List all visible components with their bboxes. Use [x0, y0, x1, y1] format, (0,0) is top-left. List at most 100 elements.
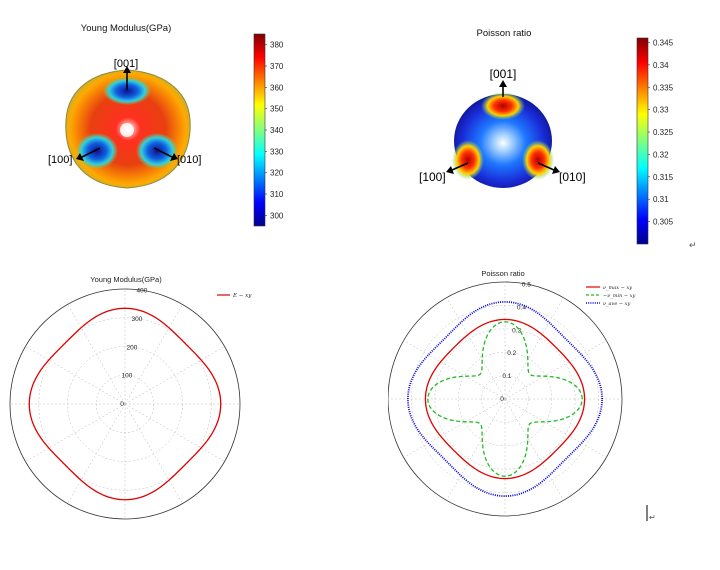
young-hotspot [120, 123, 134, 137]
poisson-polar-title: Poisson ratio [481, 269, 524, 278]
legend-label-E: E − xy [232, 293, 252, 299]
polar-series-line [427, 321, 583, 477]
colorbar-tick-label: 310 [270, 190, 284, 199]
polar-r-tick-label: 0.3 [512, 327, 521, 334]
polar-series-line [406, 300, 604, 498]
poisson-colorbar [636, 37, 649, 245]
young-arrow-010 [170, 153, 178, 161]
colorbar-tick-label: 0.325 [653, 128, 674, 137]
young-dir-100: [100] [48, 154, 72, 166]
polar-spoke [124, 346, 225, 405]
poisson-colorbar-ticks: 0.345 0.34 0.335 0.33 0.325 0.32 0.315 0.31 0.30… [648, 38, 674, 227]
colorbar-tick-label: 0.335 [653, 83, 674, 92]
young-arrow-100 [76, 153, 84, 161]
polar-r-tick-label: 0 [500, 396, 504, 403]
poisson-polar-grid: 0 0.1 0.2 0.3 0.4 0.5 [388, 282, 623, 517]
polar-r-tick-label: 100 [122, 373, 133, 380]
polar-spoke [67, 304, 126, 405]
polar-spoke [446, 398, 506, 501]
young-colorbar [253, 33, 266, 227]
poisson-polar-panel: Poisson ratio 0 0.1 0.2 0.3 0.4 0.5 ν_max − x… [388, 269, 656, 522]
legend-label-nu-min: −ν_min − xy [603, 293, 635, 299]
young-dir-001: [001] [114, 58, 138, 70]
polar-spoke [403, 340, 506, 400]
young-arrow-001 [123, 66, 131, 73]
young-polar-title: Young Modulus(GPa) [90, 275, 162, 284]
young-lobe-top [103, 77, 151, 105]
poisson-lobe-left [452, 140, 484, 180]
polar-spoke [446, 297, 506, 400]
poisson-3d-panel: Poisson ratio [001] [100] [010] 0.3450.3… [419, 28, 697, 250]
poisson-polar-data [406, 300, 604, 498]
poisson-axis-010 [537, 162, 555, 171]
young-lobe-left [76, 133, 118, 169]
poisson-arrow-001 [499, 80, 507, 87]
legend-label-nu-max: ν_max − xy [603, 285, 632, 291]
polar-spoke [504, 340, 607, 400]
colorbar-tick-label: 320 [270, 169, 284, 178]
young-polar-legend: E − xy [217, 293, 252, 299]
polar-grid-ring [38, 317, 212, 491]
polar-spoke [124, 403, 183, 504]
poisson-polar-legend: ν_max − xy −ν_min − xy ν_ave − xy [586, 285, 635, 307]
polar-r-tick-label: 300 [132, 316, 143, 323]
polar-spoke [25, 346, 126, 405]
poisson-dir-010: [010] [559, 170, 586, 184]
colorbar-tick-label: 0.31 [653, 195, 669, 204]
colorbar-tick-label: 0.32 [653, 150, 669, 159]
colorbar-tick-label: 350 [270, 105, 284, 114]
colorbar-tick-label: 380 [270, 41, 284, 50]
polar-r-tick-label: 0.2 [507, 350, 516, 357]
return-mark-bottom: ↵ [649, 513, 656, 522]
colorbar-tick-label: 0.305 [653, 218, 674, 227]
polar-spoke [25, 403, 126, 462]
polar-r-tick-label: 0 [120, 401, 124, 408]
poisson-axis-100 [451, 162, 469, 171]
polar-spoke [504, 297, 564, 400]
polar-r-tick-label: 0.1 [502, 373, 511, 380]
polar-grid-ring [481, 375, 529, 423]
polar-series-line [28, 307, 222, 501]
poisson-dir-001: [001] [490, 67, 517, 81]
young-polar-grid: 0 100 200 300 400 [9, 288, 241, 520]
young-lobe-right [136, 133, 178, 169]
colorbar-tick-label: 370 [270, 62, 284, 71]
colorbar-tick-label: 0.33 [653, 106, 669, 115]
young-polar-panel: Young Modulus(GPa) 0 100 200 300 400 E − xy [9, 275, 252, 520]
colorbar-tick-label: 330 [270, 147, 284, 156]
poisson-lobe-right [522, 140, 554, 180]
colorbar-tick-label: 340 [270, 126, 284, 135]
polar-r-tick-label: 0.4 [517, 304, 526, 311]
polar-spoke [124, 304, 183, 405]
polar-spoke [67, 403, 126, 504]
colorbar-tick-label: 0.34 [653, 61, 669, 70]
polar-spoke [504, 398, 564, 501]
polar-spoke [403, 398, 506, 458]
young-3d-title: Young Modulus(GPa) [81, 23, 171, 34]
young-axis-100 [81, 147, 101, 158]
poisson-lobe-top [481, 92, 525, 120]
polar-grid-ring [434, 328, 576, 470]
poisson-arrow-010 [552, 166, 560, 174]
poisson-dir-100: [100] [419, 170, 446, 184]
young-dir-010: [010] [177, 154, 201, 166]
polar-grid-ring [457, 351, 553, 447]
polar-r-tick-label: 0.5 [522, 282, 531, 289]
polar-spoke [504, 398, 607, 458]
young-axis-010 [153, 147, 173, 158]
colorbar-tick-label: 0.315 [653, 173, 674, 182]
young-3d-panel: Young Modulus(GPa) [001] [100] [010] 380… [48, 23, 284, 227]
young-colorbar-ticks: 380 370 360 350 340 330 320 310 300 [265, 41, 284, 220]
polar-r-tick-label: 400 [137, 288, 148, 295]
colorbar-tick-label: 300 [270, 211, 284, 220]
poisson-arrow-100 [446, 166, 454, 174]
poisson-3d-title: Poisson ratio [477, 28, 532, 39]
young-polar-data [28, 307, 222, 501]
return-mark-top: ↵ [689, 240, 697, 250]
polar-r-tick-label: 200 [127, 344, 138, 351]
polar-spoke [124, 403, 225, 462]
polar-series-line [424, 318, 586, 480]
colorbar-tick-label: 360 [270, 83, 284, 92]
legend-label-nu-ave: ν_ave − xy [603, 301, 630, 307]
colorbar-tick-label: 0.345 [653, 38, 674, 47]
